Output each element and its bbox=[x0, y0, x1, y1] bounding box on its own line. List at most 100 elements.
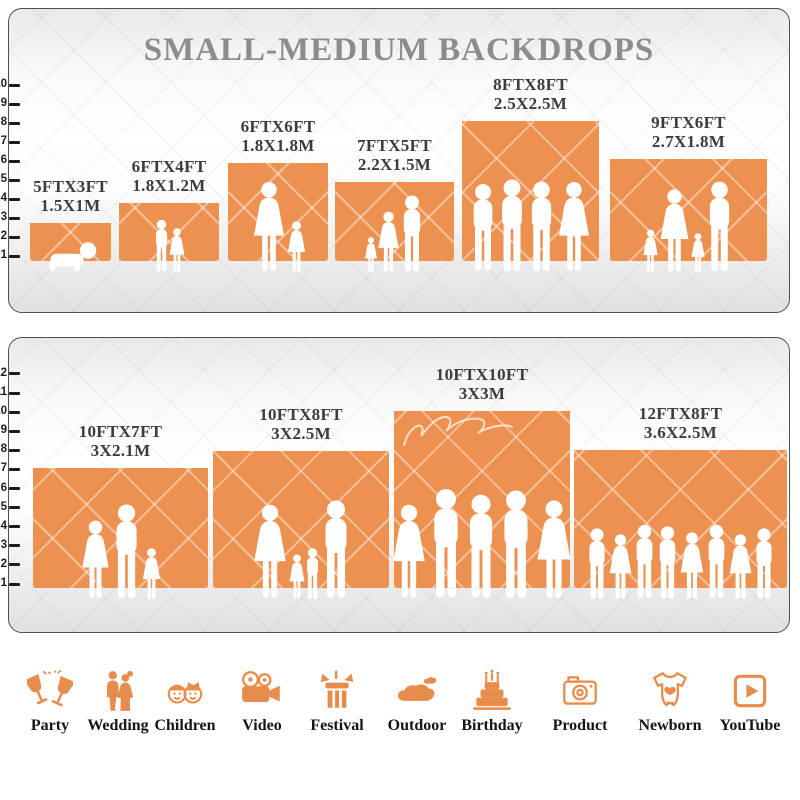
wedding-icon bbox=[95, 668, 141, 714]
backdrop-size-ft: 5FTX3FT bbox=[33, 177, 108, 196]
category-item-festival: Festival bbox=[289, 668, 385, 735]
category-item-video: Video bbox=[214, 668, 310, 735]
category-item-product: Product bbox=[532, 668, 628, 735]
ruler-number: 9 bbox=[0, 424, 7, 437]
backdrop-size-ft: 10FTX10FT bbox=[435, 365, 529, 384]
backdrop-size-label: 5FTX3FT 1.5X1M bbox=[33, 177, 108, 215]
ruler-tick bbox=[9, 506, 20, 510]
man-silhouette bbox=[426, 488, 466, 600]
backdrop-size-m: 2.2X1.5M bbox=[357, 155, 432, 174]
silhouette-group bbox=[119, 219, 219, 273]
watermark-scribble bbox=[403, 415, 513, 446]
ruler-number: 6 bbox=[0, 154, 7, 166]
backdrop-rect bbox=[610, 159, 767, 261]
category-label: Birthday bbox=[461, 717, 523, 734]
silhouette-group bbox=[610, 181, 767, 273]
backdrop-size-m: 3X2.5M bbox=[271, 424, 331, 443]
ruler-number: 8 bbox=[0, 116, 7, 128]
ruler-number: 9 bbox=[0, 97, 7, 109]
backdrop-rect bbox=[394, 411, 570, 588]
children-icon bbox=[162, 668, 208, 714]
backdrop-rect bbox=[574, 450, 787, 588]
ruler-tick bbox=[9, 159, 20, 163]
category-label: Outdoor bbox=[387, 717, 447, 734]
backdrop-size-label: 12FTX8FT 3.6X2.5M bbox=[639, 404, 723, 442]
category-row: Party Wedding Children Video Festival Outdoor… bbox=[0, 668, 800, 778]
backdrop-size-label: 6FTX6FT 1.8X1.8M bbox=[241, 117, 316, 155]
backdrop-size-m: 2.7X1.8M bbox=[651, 132, 726, 151]
ruler-tick bbox=[9, 410, 20, 414]
ruler-number: 8 bbox=[0, 443, 7, 456]
youtube-icon bbox=[727, 668, 773, 714]
category-item-outdoor: Outdoor bbox=[369, 668, 465, 735]
birthday-icon bbox=[469, 668, 515, 714]
ruler-number: 7 bbox=[0, 135, 7, 147]
panel-title: SMALL-MEDIUM BACKDROPS bbox=[143, 32, 655, 68]
ruler-tick bbox=[9, 525, 20, 529]
category-label: Party bbox=[30, 717, 70, 734]
ruler-number: 7 bbox=[0, 462, 7, 475]
man-silhouette bbox=[398, 195, 426, 273]
woman-silhouette bbox=[656, 189, 693, 273]
ruler-tick bbox=[9, 83, 20, 87]
backdrop-size-m: 3X3M bbox=[458, 384, 506, 403]
ruler-number: 6 bbox=[0, 481, 7, 494]
category-label: Product bbox=[552, 717, 608, 734]
small-medium-backdrops-panel: SMALL-MEDIUM BACKDROPS 1 2 3 4 5 6 7 8 9 10 5FTX3… bbox=[0, 8, 790, 313]
ruler-number: 3 bbox=[0, 538, 7, 551]
backdrop-size-m: 2.5X2.5M bbox=[493, 94, 568, 113]
video-icon bbox=[239, 668, 285, 714]
outdoor-icon bbox=[394, 668, 440, 714]
party-icon bbox=[27, 668, 73, 714]
ruler-number: 2 bbox=[0, 230, 7, 242]
product-icon bbox=[557, 668, 603, 714]
backdrop-size-label: 7FTX5FT 2.2X1.5M bbox=[357, 136, 432, 174]
ruler-number: 1 bbox=[0, 249, 7, 261]
man-silhouette bbox=[495, 179, 529, 273]
festival-icon bbox=[314, 668, 360, 714]
category-item-children: Children bbox=[137, 668, 233, 735]
ruler-tick bbox=[9, 254, 20, 258]
backdrop-size-ft: 6FTX4FT bbox=[131, 157, 207, 176]
woman-silhouette bbox=[554, 181, 594, 273]
ruler-number: 12 bbox=[0, 366, 7, 379]
ruler-tick bbox=[9, 102, 20, 106]
ruler-tick bbox=[9, 544, 20, 548]
ruler-number: 10 bbox=[0, 78, 7, 90]
backdrop-size-ft: 12FTX8FT bbox=[638, 404, 723, 423]
newborn-icon bbox=[647, 668, 693, 714]
backdrop-size-ft: 6FTX6FT bbox=[240, 117, 316, 136]
category-label: YouTube bbox=[719, 717, 781, 734]
ruler-tick bbox=[9, 467, 20, 471]
ruler-number: 1 bbox=[0, 577, 7, 589]
category-item-birthday: Birthday bbox=[444, 668, 540, 735]
baby-silhouette bbox=[43, 239, 98, 273]
backdrop-size-ft: 10FTX7FT bbox=[78, 422, 163, 441]
woman-silhouette bbox=[78, 520, 113, 600]
silhouette-group bbox=[574, 524, 787, 600]
ruler-tick bbox=[9, 391, 20, 395]
category-item-youtube: YouTube bbox=[702, 668, 798, 735]
man-silhouette bbox=[109, 504, 144, 600]
backdrop-size-ft: 8FTX8FT bbox=[493, 75, 568, 94]
ruler-tick bbox=[9, 178, 20, 182]
silhouette-group bbox=[335, 195, 454, 273]
ruler-number: 5 bbox=[0, 500, 7, 513]
woman-silhouette bbox=[167, 228, 187, 273]
ruler-number: 5 bbox=[0, 173, 7, 185]
backdrop-size-ft: 9FTX6FT bbox=[651, 113, 726, 132]
silhouette-group bbox=[30, 239, 111, 273]
ruler-number: 2 bbox=[0, 557, 7, 570]
ruler-tick bbox=[9, 235, 20, 239]
ruler-tick bbox=[9, 197, 20, 201]
man-silhouette bbox=[703, 181, 736, 273]
backdrop-size-m: 1.8X1.2M bbox=[132, 176, 206, 195]
backdrop-size-label: 10FTX10FT 3X3M bbox=[436, 365, 528, 403]
category-label: Festival bbox=[310, 717, 364, 734]
backdrop-rect bbox=[462, 121, 599, 261]
backdrop-size-m: 3X2.1M bbox=[90, 441, 151, 460]
category-label: Children bbox=[154, 717, 216, 734]
backdrop-rect bbox=[33, 468, 208, 588]
backdrop-size-m: 1.5X1M bbox=[40, 196, 101, 215]
ruler-tick bbox=[9, 372, 20, 376]
